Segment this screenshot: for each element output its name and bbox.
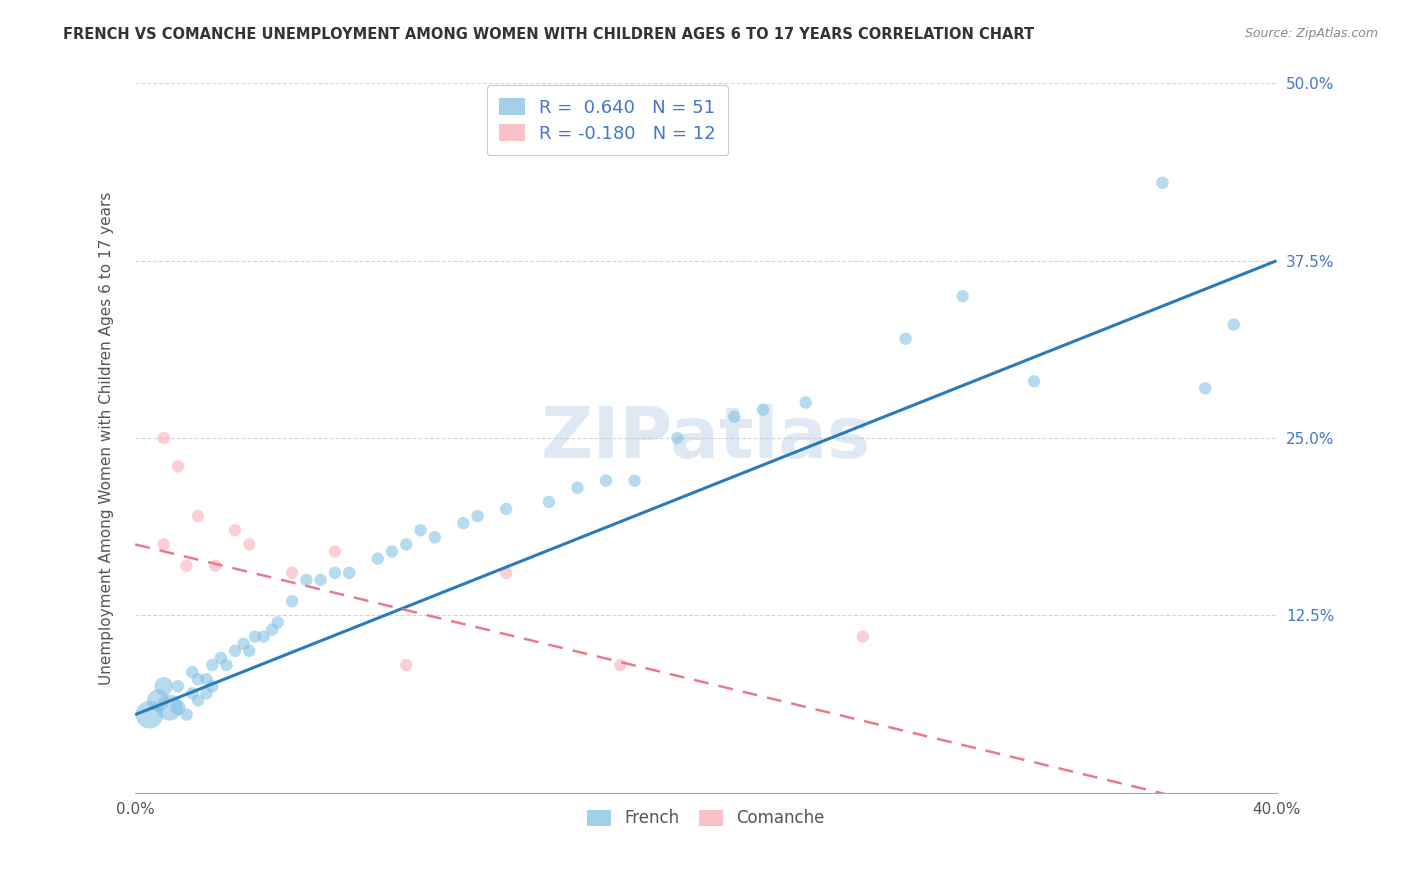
Point <box>281 594 304 608</box>
Y-axis label: Unemployment Among Women with Children Ages 6 to 17 years: Unemployment Among Women with Children A… <box>100 192 114 685</box>
Point <box>381 544 404 558</box>
Point <box>138 707 160 722</box>
Point <box>309 573 332 587</box>
Point <box>567 481 589 495</box>
Point <box>204 558 226 573</box>
Point <box>395 537 418 551</box>
Point <box>281 566 304 580</box>
Point <box>495 502 517 516</box>
Point <box>794 395 817 409</box>
Point <box>894 332 917 346</box>
Point <box>167 700 190 714</box>
Point <box>609 658 631 673</box>
Point <box>423 530 446 544</box>
Point <box>252 630 274 644</box>
Point <box>195 686 218 700</box>
Point <box>238 644 260 658</box>
Point <box>537 495 560 509</box>
Point <box>337 566 360 580</box>
Point <box>295 573 318 587</box>
Point <box>209 651 232 665</box>
Point <box>623 474 645 488</box>
Point <box>195 672 218 686</box>
Point <box>752 402 775 417</box>
Point <box>224 523 246 537</box>
Point <box>201 658 224 673</box>
Text: FRENCH VS COMANCHE UNEMPLOYMENT AMONG WOMEN WITH CHILDREN AGES 6 TO 17 YEARS COR: FRENCH VS COMANCHE UNEMPLOYMENT AMONG WO… <box>63 27 1035 42</box>
Point <box>467 509 489 524</box>
Point <box>176 707 198 722</box>
Point <box>595 474 617 488</box>
Point <box>152 679 174 693</box>
Point <box>952 289 974 303</box>
Point <box>238 537 260 551</box>
Point <box>187 509 209 524</box>
Point <box>181 665 204 679</box>
Point <box>409 523 432 537</box>
Text: Source: ZipAtlas.com: Source: ZipAtlas.com <box>1244 27 1378 40</box>
Point <box>852 630 875 644</box>
Point <box>152 537 174 551</box>
Point <box>666 431 689 445</box>
Text: ZIPatlas: ZIPatlas <box>541 403 870 473</box>
Point <box>1222 318 1244 332</box>
Point <box>201 679 224 693</box>
Point <box>243 630 266 644</box>
Point <box>224 644 246 658</box>
Point <box>267 615 290 630</box>
Point <box>159 700 181 714</box>
Point <box>146 693 169 707</box>
Point <box>323 566 346 580</box>
Point <box>181 686 204 700</box>
Point <box>262 623 284 637</box>
Point <box>1152 176 1174 190</box>
Legend: French, Comanche: French, Comanche <box>581 803 831 834</box>
Point <box>176 558 198 573</box>
Point <box>323 544 346 558</box>
Point <box>723 409 745 424</box>
Point <box>167 679 190 693</box>
Point <box>495 566 517 580</box>
Point <box>395 658 418 673</box>
Point <box>152 431 174 445</box>
Point <box>167 459 190 474</box>
Point <box>367 551 389 566</box>
Point <box>1022 374 1045 388</box>
Point <box>1194 381 1216 395</box>
Point <box>215 658 238 673</box>
Point <box>187 693 209 707</box>
Point <box>453 516 475 530</box>
Point <box>232 637 254 651</box>
Point <box>187 672 209 686</box>
